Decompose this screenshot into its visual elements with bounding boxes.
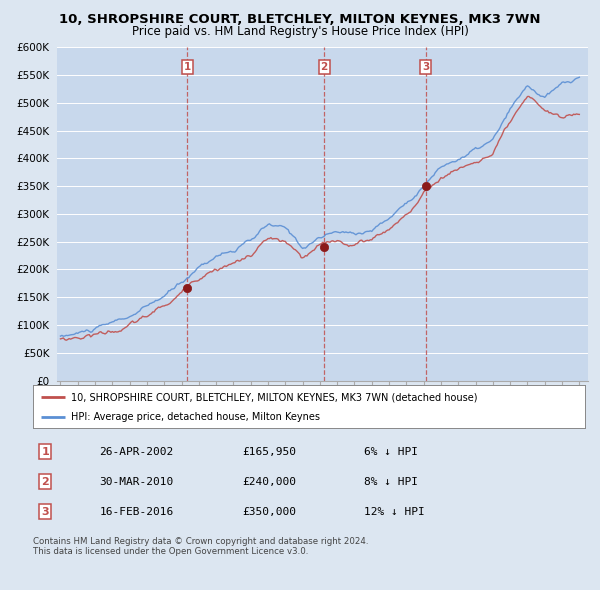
Text: 30-MAR-2010: 30-MAR-2010 (99, 477, 173, 487)
Text: Contains HM Land Registry data © Crown copyright and database right 2024.
This d: Contains HM Land Registry data © Crown c… (33, 537, 368, 556)
Text: £240,000: £240,000 (243, 477, 297, 487)
Text: 10, SHROPSHIRE COURT, BLETCHLEY, MILTON KEYNES, MK3 7WN (detached house): 10, SHROPSHIRE COURT, BLETCHLEY, MILTON … (71, 392, 477, 402)
Text: Price paid vs. HM Land Registry's House Price Index (HPI): Price paid vs. HM Land Registry's House … (131, 25, 469, 38)
Text: 1: 1 (184, 62, 191, 72)
Text: 2: 2 (41, 477, 49, 487)
Text: £165,950: £165,950 (243, 447, 297, 457)
Text: £350,000: £350,000 (243, 507, 297, 517)
Text: 3: 3 (422, 62, 430, 72)
Text: 10, SHROPSHIRE COURT, BLETCHLEY, MILTON KEYNES, MK3 7WN: 10, SHROPSHIRE COURT, BLETCHLEY, MILTON … (59, 13, 541, 26)
Text: HPI: Average price, detached house, Milton Keynes: HPI: Average price, detached house, Milt… (71, 412, 320, 422)
Text: 12% ↓ HPI: 12% ↓ HPI (364, 507, 425, 517)
Text: 3: 3 (41, 507, 49, 517)
Text: 2: 2 (320, 62, 328, 72)
Text: 26-APR-2002: 26-APR-2002 (99, 447, 173, 457)
Text: 1: 1 (41, 447, 49, 457)
Text: 6% ↓ HPI: 6% ↓ HPI (364, 447, 418, 457)
Text: 8% ↓ HPI: 8% ↓ HPI (364, 477, 418, 487)
Text: 16-FEB-2016: 16-FEB-2016 (99, 507, 173, 517)
